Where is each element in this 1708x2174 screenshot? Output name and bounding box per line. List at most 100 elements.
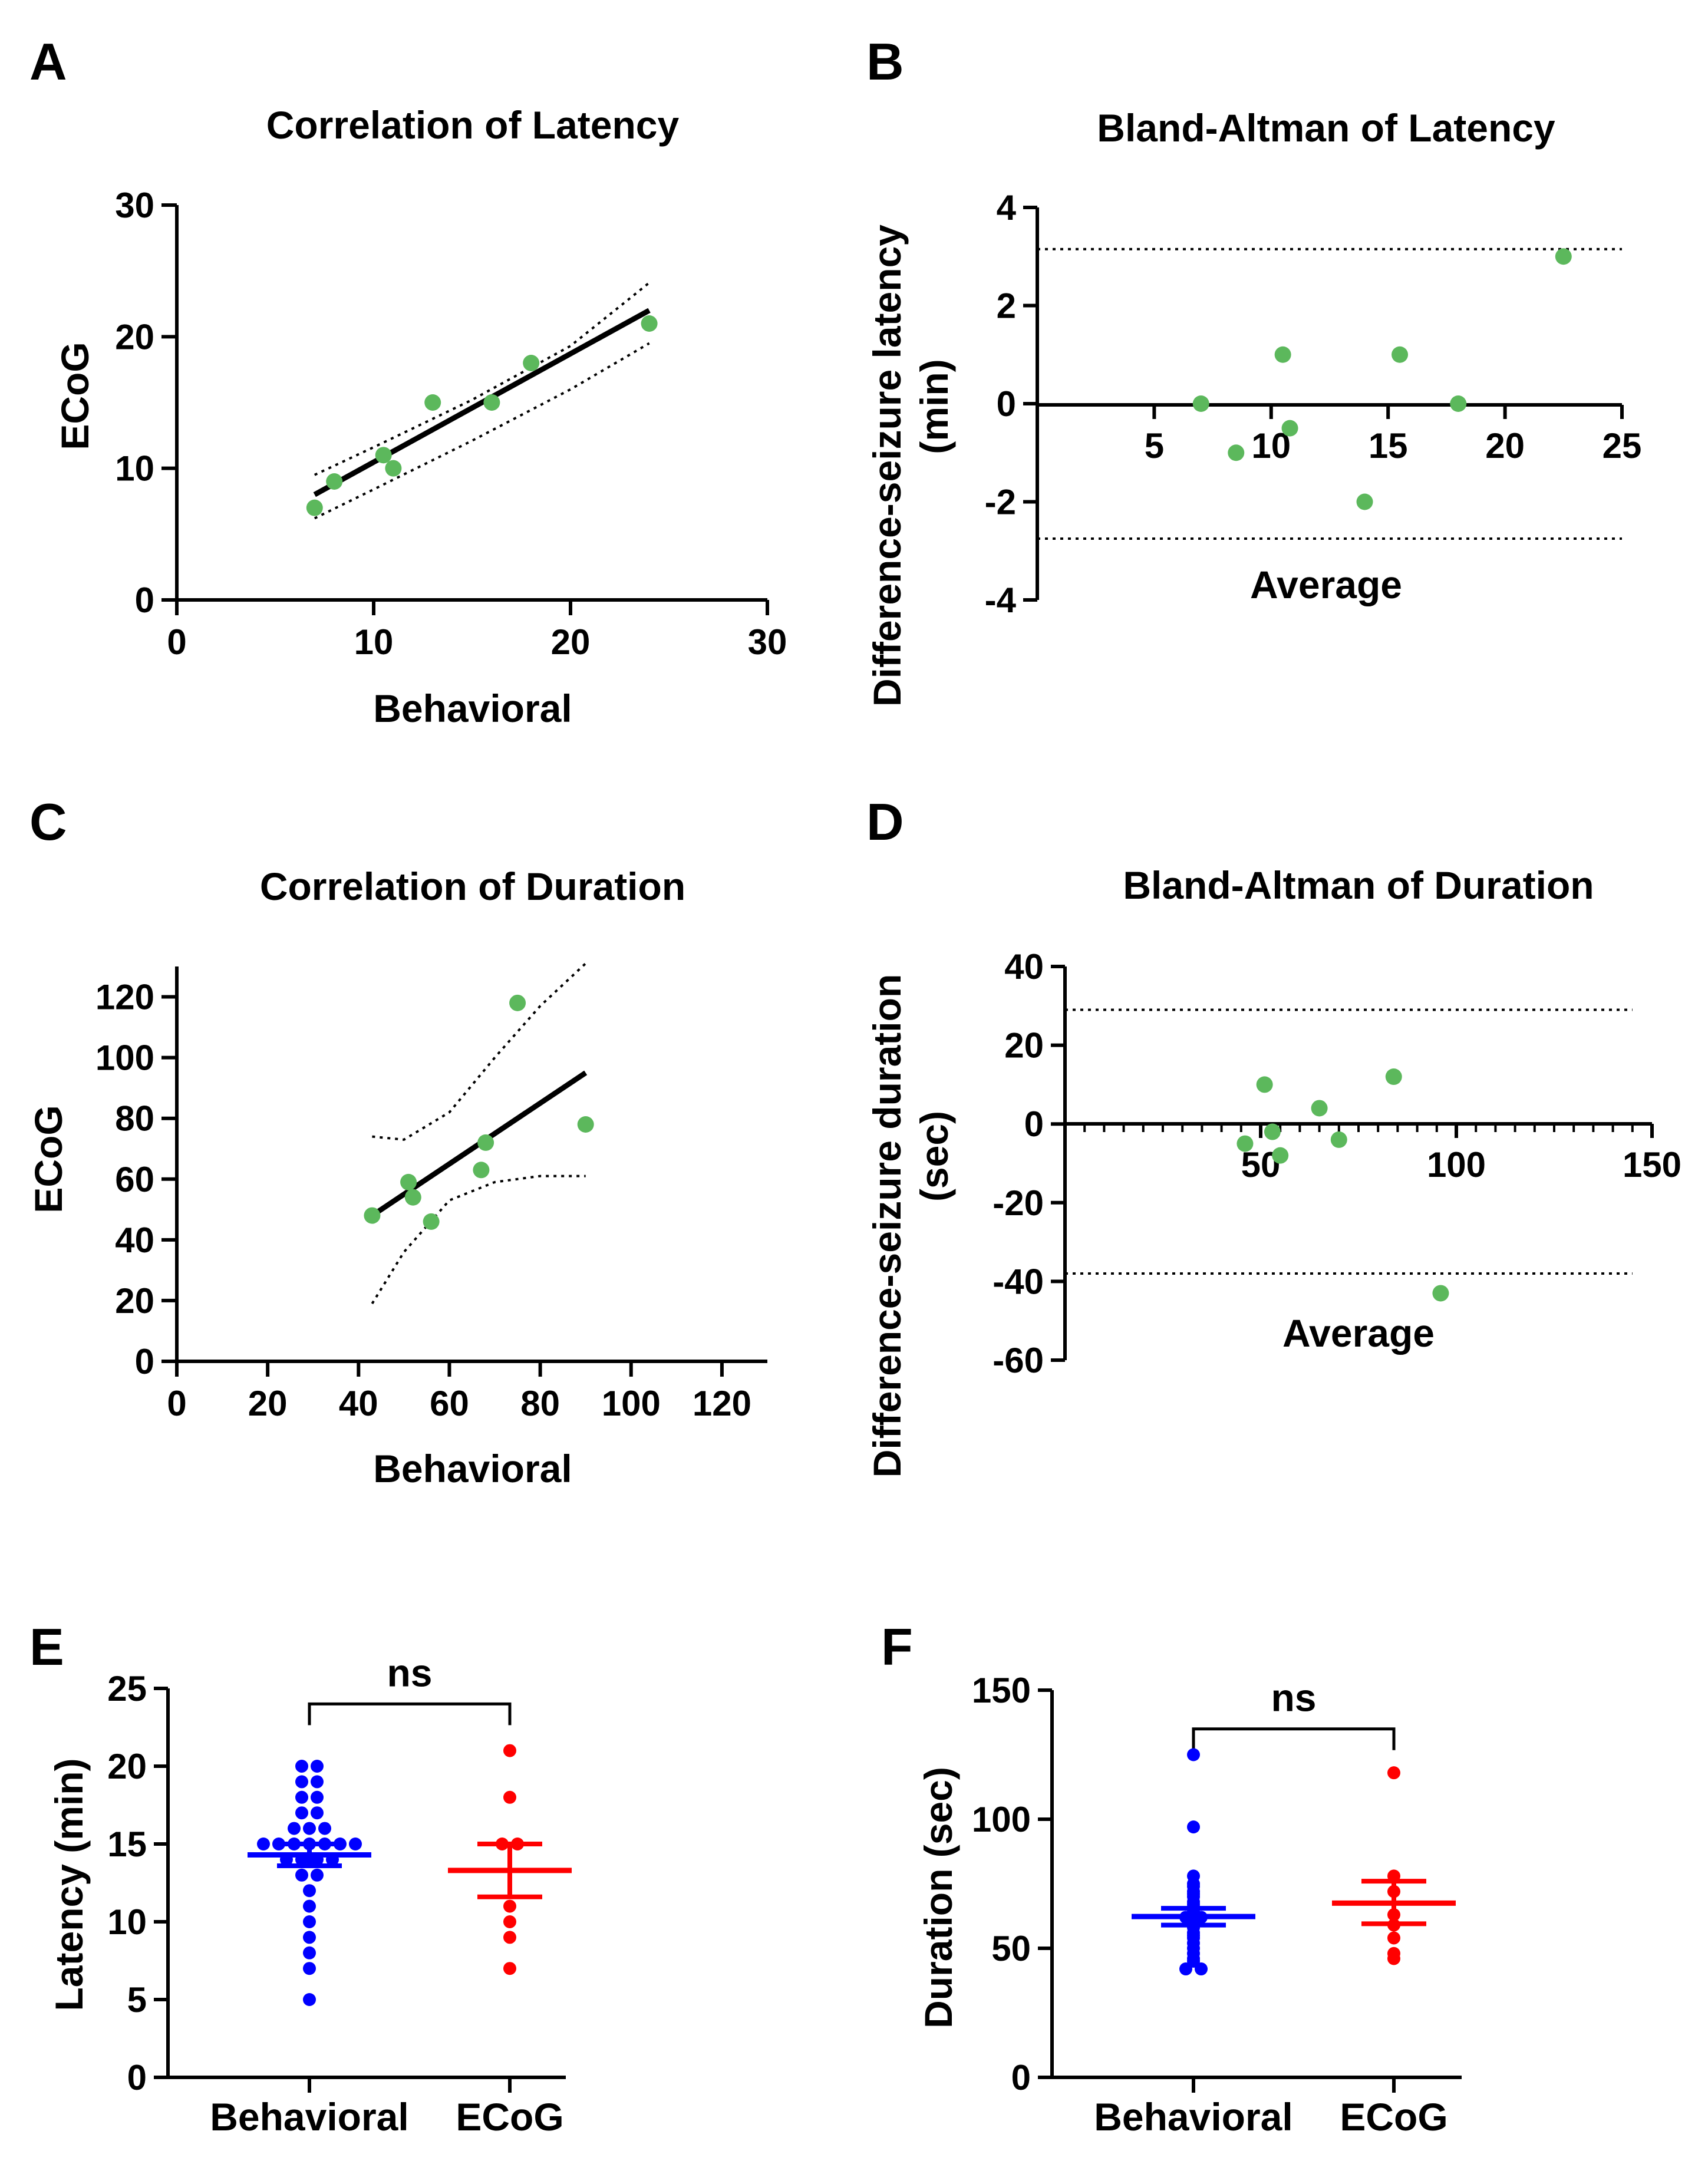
panel-d-y-tick-label: 0 (1024, 1104, 1044, 1144)
panel-a-x-tick-label: 0 (167, 622, 186, 662)
panel-c-x-tick-label: 0 (167, 1384, 186, 1423)
panel-c-y-tick-label: 60 (115, 1160, 154, 1199)
panel-a-y-tick-label: 20 (115, 317, 154, 357)
panel-e-y-tick-label: 5 (127, 1980, 147, 2020)
panel-f-behavioral-point (1187, 1748, 1200, 1761)
panel-b-data-point (1450, 395, 1467, 412)
panel-a-x-axis-label: Behavioral (373, 687, 572, 730)
panel-d-y-axis-label-line2: (sec) (912, 1111, 956, 1202)
panel-c: C Correlation of Duration Behavioral ECo… (27, 793, 767, 1490)
panel-d-data-point (1256, 1076, 1273, 1093)
panel-d-data-point (1237, 1135, 1254, 1152)
panel-d-data-point (1264, 1123, 1281, 1140)
panel-d-data-point (1385, 1068, 1402, 1086)
panel-e-behavioral-point (303, 1899, 316, 1913)
panel-e-behavioral-point (318, 1822, 331, 1835)
panel-b-data-point (1356, 493, 1373, 510)
panel-c-data-point (404, 1189, 421, 1206)
panel-b-data-point (1555, 248, 1572, 265)
panel-e-behavioral-point (311, 1775, 324, 1789)
panel-d-y-tick-label: 20 (1004, 1026, 1044, 1065)
panel-e-ecog-point (503, 1962, 516, 1975)
panel-d-title: Bland-Altman of Duration (1123, 863, 1594, 907)
panel-b-x-tick-label: 25 (1603, 426, 1642, 466)
panel-d-y-tick-label: -20 (993, 1183, 1044, 1223)
panel-f-y-tick-label: 50 (991, 1929, 1031, 1968)
panel-a-data-point (483, 394, 500, 411)
panel-b-y-tick-label: 0 (997, 384, 1016, 424)
panel-c-data-point (577, 1116, 594, 1133)
panel-c-data-point (509, 994, 526, 1011)
panel-c-x-tick-label: 120 (693, 1384, 751, 1423)
panel-a-fit-line (313, 308, 651, 497)
panel-e-y-tick-label: 20 (107, 1747, 147, 1786)
panel-e-behavioral-point (303, 1884, 316, 1898)
panel-d-y-tick-label: 40 (1004, 947, 1044, 987)
panel-f-y-tick-label: 0 (1011, 2058, 1031, 2097)
panel-c-x-tick-label: 60 (430, 1384, 469, 1423)
panel-e-ecog-point (503, 1915, 516, 1928)
panel-c-data-point (473, 1162, 490, 1179)
panel-e-behavioral-point (311, 1790, 324, 1804)
panel-c-data-point (477, 1134, 494, 1151)
panel-c-y-axis-label: ECoG (27, 1105, 70, 1213)
panel-e-behavioral-point (303, 1993, 316, 2006)
panel-a-data-point (523, 355, 540, 371)
panel-e-behavioral-point (295, 1868, 308, 1882)
panel-a-data-point (326, 473, 343, 490)
panel-b-y-tick-label: 2 (997, 286, 1016, 326)
panel-c-y-tick-label: 0 (135, 1342, 154, 1381)
panel-d-y-tick-label: -60 (993, 1341, 1044, 1380)
panel-a-y-tick-label: 0 (135, 580, 154, 620)
panel-c-ci-upper (372, 962, 587, 1141)
panel-a: A Correlation of Latency Behavioral ECoG… (29, 32, 787, 730)
panel-c-x-tick-label: 40 (339, 1384, 378, 1423)
panel-d-data-point (1272, 1147, 1289, 1164)
panel-c-y-tick-label: 120 (95, 978, 154, 1017)
panel-b-title: Bland-Altman of Latency (1097, 106, 1555, 150)
panel-f-behavioral-point (1187, 1869, 1200, 1883)
panel-b-y-tick-label: -4 (985, 580, 1017, 620)
panel-e-plot: 0 5 10 15 20 25 Behavioral ECoG ns (107, 1651, 572, 2139)
panel-d-x-tick-label: 150 (1623, 1145, 1681, 1185)
panel-e-behavioral-point (303, 1946, 316, 1959)
panel-a-y-tick-label: 30 (115, 186, 154, 225)
panel-b-y-tick-label: -2 (985, 483, 1016, 522)
panel-d-data-point (1311, 1100, 1328, 1117)
panel-c-letter: C (29, 793, 67, 851)
panel-b-data-point (1274, 346, 1291, 363)
panel-e-behavioral-point (288, 1822, 301, 1835)
panel-e-behavioral-point (311, 1868, 324, 1882)
panel-e-behavioral-point (295, 1775, 308, 1789)
panel-e-behavioral-point (349, 1837, 362, 1850)
panel-e-y-tick-label: 15 (107, 1825, 147, 1864)
panel-e-behavioral-point (295, 1790, 308, 1804)
panel-f-category-label: Behavioral (1094, 2095, 1292, 2139)
panel-d-y-tick-label: -40 (993, 1262, 1044, 1301)
panel-b-x-tick-label: 20 (1485, 426, 1525, 466)
panel-a-ci-lower (314, 342, 650, 520)
panel-e-y-tick-label: 25 (107, 1669, 147, 1708)
panel-f: F Duration (sec) 0 50 100 150 Behavioral ECoG… (881, 1618, 1462, 2139)
panel-e-significance-bracket (308, 1702, 512, 1726)
panel-b-y-tick-label: 4 (997, 188, 1017, 227)
panel-e-behavioral-point (295, 1806, 308, 1820)
panel-e-y-tick-label: 0 (127, 2058, 147, 2097)
panel-c-title: Correlation of Duration (260, 865, 685, 908)
panel-a-x-tick-label: 10 (354, 622, 394, 662)
panel-a-title: Correlation of Latency (266, 103, 680, 147)
panel-d-y-axis-label-line1: Difference-seizure duration (865, 974, 909, 1478)
panel-e-ecog-point (503, 1744, 516, 1757)
panel-f-y-tick-label: 100 (972, 1800, 1031, 1839)
panel-b: B Bland-Altman of Latency Average Differ… (865, 32, 1641, 707)
panel-f-ecog-point (1387, 1947, 1400, 1960)
panel-e-significance-label: ns (387, 1651, 432, 1694)
panel-d-data-point (1432, 1285, 1449, 1302)
panel-c-y-tick-label: 80 (115, 1099, 154, 1139)
panel-a-data-point (375, 447, 392, 464)
panel-a-plot: 0 10 20 30 0 10 20 30 (115, 186, 787, 662)
panel-e-behavioral-point (311, 1760, 324, 1773)
panel-c-ci-lower (371, 1175, 586, 1305)
